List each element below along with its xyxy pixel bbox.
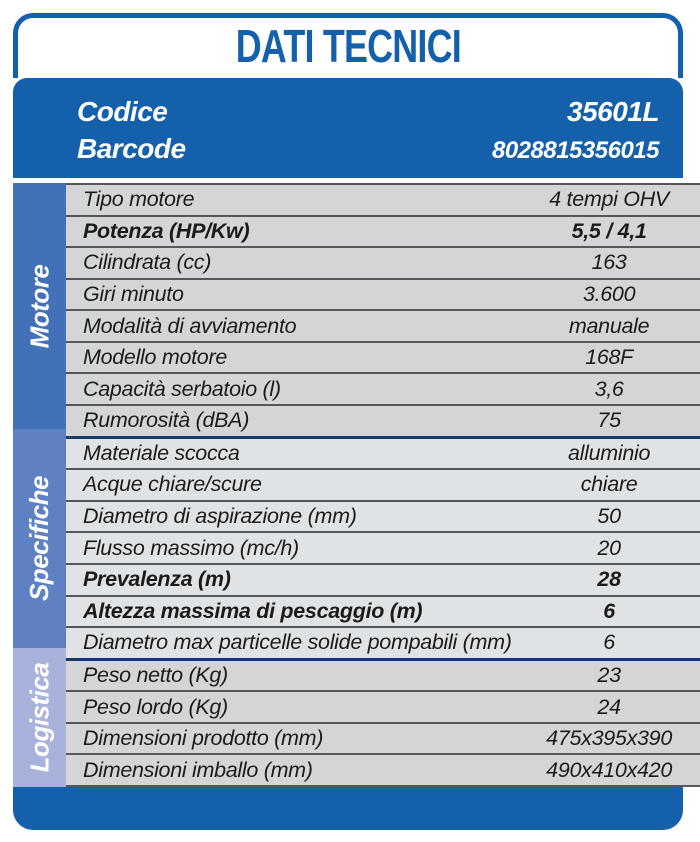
codice-label: Codice [77,96,168,127]
row-label: Diametro max particelle solide pompabili… [83,630,512,655]
section-band-specifiche: Specifiche [13,429,66,649]
card-footer [13,787,683,830]
row-label: Acque chiare/scure [83,472,262,497]
row-value: 6 [603,598,615,623]
table-row: Flusso massimo (mc/h) 20 [66,531,700,563]
section-band-label: Logistica [24,662,55,773]
row-value: chiare [580,472,638,497]
page-title: DATI TECNICI [235,20,461,72]
row-label: Modalità di avviamento [83,313,297,338]
row-label: Altezza massima di pescaggio (m) [83,598,423,623]
row-value: 6 [603,630,615,655]
row-value: 20 [597,535,621,560]
row-label: Potenza (HP/Kw) [83,218,250,243]
table-row: Peso lordo (Kg) 24 [66,690,700,722]
spec-rows: Tipo motore 4 tempi OHV Potenza (HP/Kw) 5,5… [66,183,700,787]
codice-value: 35601L [567,96,659,127]
row-value: 24 [597,694,621,719]
table-row: Dimensioni imballo (mm) 490x410x420 [66,753,700,785]
table-row: Modalità di avviamento manuale [66,309,700,341]
row-label: Tipo motore [83,187,195,212]
table-row: Dimensioni prodotto (mm) 475x395x390 [66,721,700,754]
row-value: 50 [597,504,621,529]
section-band-logistica: Logistica [13,648,66,787]
panel-table-gap [13,178,683,183]
row-value: 475x395x390 [546,726,672,751]
table-row: Tipo motore 4 tempi OHV [66,185,700,215]
row-label: Prevalenza (m) [83,567,231,592]
row-value: 163 [591,250,627,275]
table-row: Altezza massima di pescaggio (m) 6 [66,594,700,627]
row-value: 3.600 [582,282,636,307]
row-label: Rumorosità (dBA) [83,408,250,433]
row-label: Modello motore [83,345,227,370]
table-row: Rumorosità (dBA) 75 [66,404,700,436]
table-row: Diametro max particelle solide pompabili… [66,626,700,658]
row-value: alluminio [568,440,651,465]
row-value: 5,5 / 4,1 [571,218,647,243]
table-row: Giri minuto 3.600 [66,277,700,310]
card-header: DATI TECNICI [13,13,683,78]
table-row: Modello motore 168F [66,340,700,373]
row-value: 28 [597,567,621,592]
row-label: Giri minuto [83,282,184,307]
row-label: Capacità serbatoio (l) [83,376,281,401]
table-row: Capacità serbatoio (l) 3,6 [66,372,700,405]
row-value: 3,6 [594,376,624,401]
table-row: Peso netto (Kg) 23 [66,657,700,691]
row-value: 4 tempi OHV [549,187,669,212]
table-row: Materiale scocca alluminio [66,435,700,469]
product-id-panel: Codice 35601L Barcode 8028815356015 [13,78,683,178]
row-value: 490x410x420 [546,757,672,782]
row-label: Flusso massimo (mc/h) [83,535,299,560]
table-row: Diametro di aspirazione (mm) 50 [66,499,700,532]
section-band-label: Specifiche [24,476,54,602]
row-value: 23 [597,662,621,687]
spec-card: DATI TECNICI Codice 35601L Barcode 80288… [13,13,700,830]
section-band-label: Motore [24,264,55,348]
row-label: Dimensioni imballo (mm) [83,757,313,782]
spec-table: Motore Specifiche Logistica Tipo motore 4 t… [13,183,700,787]
row-label: Cilindrata (cc) [83,250,212,275]
row-label: Peso netto (Kg) [83,662,228,687]
section-band-motore: Motore [13,183,66,430]
barcode-value: 8028815356015 [491,137,660,164]
row-value: 75 [597,408,621,433]
table-row: Potenza (HP/Kw) 5,5 / 4,1 [66,214,700,247]
barcode-label: Barcode [77,133,186,164]
barcode-row: Barcode 8028815356015 [77,133,660,170]
row-label: Peso lordo (Kg) [83,694,228,719]
table-row: Prevalenza (m) 28 [66,562,700,595]
section-bands: Motore Specifiche Logistica [13,183,66,787]
table-row: Cilindrata (cc) 163 [66,246,700,278]
row-value: 168F [585,345,633,370]
row-label: Dimensioni prodotto (mm) [83,726,324,751]
row-label: Diametro di aspirazione (mm) [83,504,357,529]
row-label: Materiale scocca [83,440,240,465]
row-value: manuale [568,313,650,338]
codice-row: Codice 35601L [77,96,659,133]
table-row: Acque chiare/scure chiare [66,468,700,500]
